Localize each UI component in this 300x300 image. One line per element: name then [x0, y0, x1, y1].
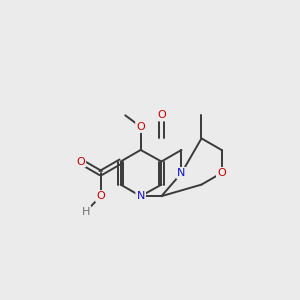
Text: N: N [177, 168, 186, 178]
Text: O: O [136, 122, 145, 132]
Text: O: O [217, 168, 226, 178]
Text: O: O [157, 110, 166, 120]
Text: O: O [76, 157, 85, 166]
Text: H: H [82, 207, 90, 217]
Text: O: O [96, 191, 105, 201]
Text: N: N [136, 191, 145, 201]
